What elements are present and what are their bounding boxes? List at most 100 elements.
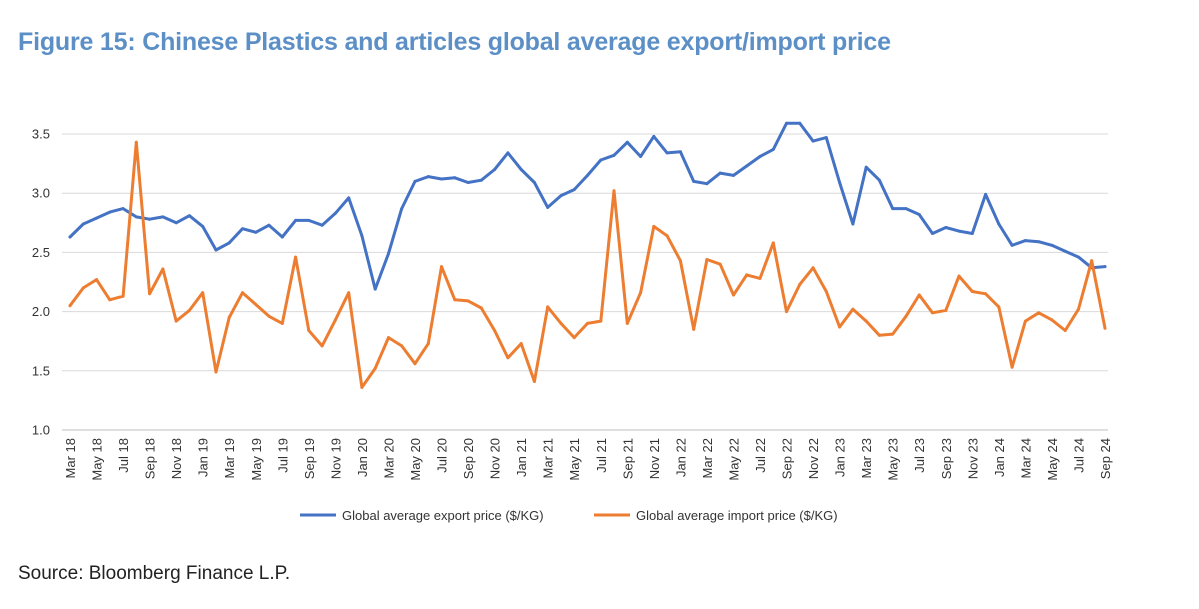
- x-tick-label: Jul 20: [435, 438, 450, 473]
- import-price-point: [360, 385, 364, 389]
- export-price-point: [811, 139, 815, 143]
- x-tick-label: Jan 19: [196, 438, 211, 477]
- export-price-point: [1103, 265, 1107, 269]
- export-price-point: [599, 158, 603, 162]
- import-price-point: [121, 294, 125, 298]
- import-price-point: [148, 292, 152, 296]
- import-price-point: [201, 291, 205, 295]
- x-tick-label: Nov 23: [965, 438, 980, 479]
- import-price-point: [625, 321, 629, 325]
- x-tick-label: Jul 22: [753, 438, 768, 473]
- x-tick-label: Jul 24: [1071, 438, 1086, 473]
- export-price-point: [453, 176, 457, 180]
- import-price-point: [1023, 319, 1027, 323]
- import-price-point: [1050, 318, 1054, 322]
- export-price-point: [678, 150, 682, 154]
- import-price-point: [1090, 259, 1094, 263]
- import-price-point: [904, 314, 908, 318]
- export-price-point: [1077, 255, 1080, 259]
- x-tick-label: May 24: [1045, 438, 1060, 481]
- export-price-point: [466, 181, 470, 184]
- export-price-point: [479, 178, 483, 182]
- export-price-point: [347, 196, 351, 200]
- import-price-point: [294, 255, 298, 259]
- export-price-point: [506, 151, 510, 155]
- x-tick-label: Nov 19: [328, 438, 343, 479]
- export-price-point: [944, 226, 948, 229]
- export-price-point: [373, 287, 377, 291]
- import-price-point: [931, 311, 934, 315]
- legend-label: Global average export price ($/KG): [342, 508, 544, 523]
- export-price-point: [572, 188, 576, 192]
- export-price-point: [1063, 249, 1067, 253]
- export-price-point: [891, 207, 895, 211]
- import-price-point: [811, 266, 815, 270]
- import-price-point: [307, 329, 311, 332]
- export-price-point: [95, 216, 98, 220]
- export-price-point: [732, 173, 735, 177]
- import-price-point: [771, 241, 775, 245]
- import-price-point: [732, 293, 735, 297]
- x-tick-label: Mar 24: [1018, 438, 1033, 478]
- x-tick-label: Mar 21: [541, 438, 556, 478]
- export-price-point: [665, 151, 669, 155]
- x-tick-label: May 21: [567, 438, 582, 481]
- legend-label: Global average import price ($/KG): [636, 508, 838, 523]
- import-price-point: [546, 305, 550, 309]
- export-price-point: [227, 241, 231, 245]
- import-price-point: [519, 342, 523, 346]
- import-price-point: [572, 336, 576, 340]
- y-tick-label: 3.0: [32, 186, 50, 201]
- export-price-point: [864, 165, 868, 169]
- export-price-point: [493, 168, 497, 171]
- export-price-point: [785, 121, 788, 125]
- export-price-point: [400, 207, 404, 211]
- y-tick-label: 1.0: [32, 423, 50, 438]
- x-tick-label: Sep 21: [620, 438, 635, 479]
- import-price-point: [718, 262, 722, 266]
- x-tick-label: Sep 24: [1098, 438, 1113, 479]
- x-tick-label: Jul 19: [275, 438, 290, 473]
- import-price-point: [1063, 329, 1067, 332]
- export-price-point: [1050, 243, 1054, 247]
- x-tick-label: Sep 18: [143, 438, 158, 479]
- import-price-point: [479, 306, 483, 310]
- x-tick-label: Nov 22: [806, 438, 821, 479]
- import-price-point: [984, 292, 988, 296]
- export-price-point: [904, 207, 908, 211]
- x-tick-label: Jul 21: [594, 438, 609, 473]
- import-price-point: [466, 299, 470, 303]
- import-price-point: [970, 290, 974, 293]
- import-price-point: [705, 258, 709, 261]
- import-price-point: [254, 303, 258, 306]
- export-price-point: [81, 222, 85, 226]
- export-price-point: [426, 175, 430, 179]
- x-tick-label: Mar 18: [63, 438, 78, 478]
- y-tick-label: 2.0: [32, 304, 50, 319]
- import-price-point: [387, 336, 390, 340]
- import-price-point: [877, 333, 881, 337]
- export-price-point: [1023, 239, 1027, 243]
- export-price-point: [851, 222, 855, 226]
- x-tick-label: Sep 19: [302, 438, 317, 479]
- export-price-point: [121, 207, 125, 211]
- x-tick-label: Nov 18: [169, 438, 184, 479]
- import-price-point: [824, 290, 828, 293]
- export-price-point: [917, 213, 921, 216]
- x-tick-label: May 19: [249, 438, 264, 481]
- import-price-point: [320, 344, 324, 348]
- export-price-point: [68, 235, 72, 239]
- export-price-point: [201, 224, 205, 228]
- export-price-point: [532, 181, 536, 184]
- export-price-point: [838, 181, 842, 184]
- import-price-point: [108, 298, 112, 302]
- import-price-point: [612, 189, 616, 193]
- x-tick-label: Jan 20: [355, 438, 370, 477]
- import-price-point: [453, 298, 457, 302]
- export-price-point: [970, 232, 974, 235]
- import-price-point: [639, 291, 643, 295]
- import-price-point: [227, 316, 231, 319]
- x-tick-label: May 20: [408, 438, 423, 481]
- x-tick-label: Sep 20: [461, 438, 476, 479]
- import-price-line: [68, 140, 1107, 389]
